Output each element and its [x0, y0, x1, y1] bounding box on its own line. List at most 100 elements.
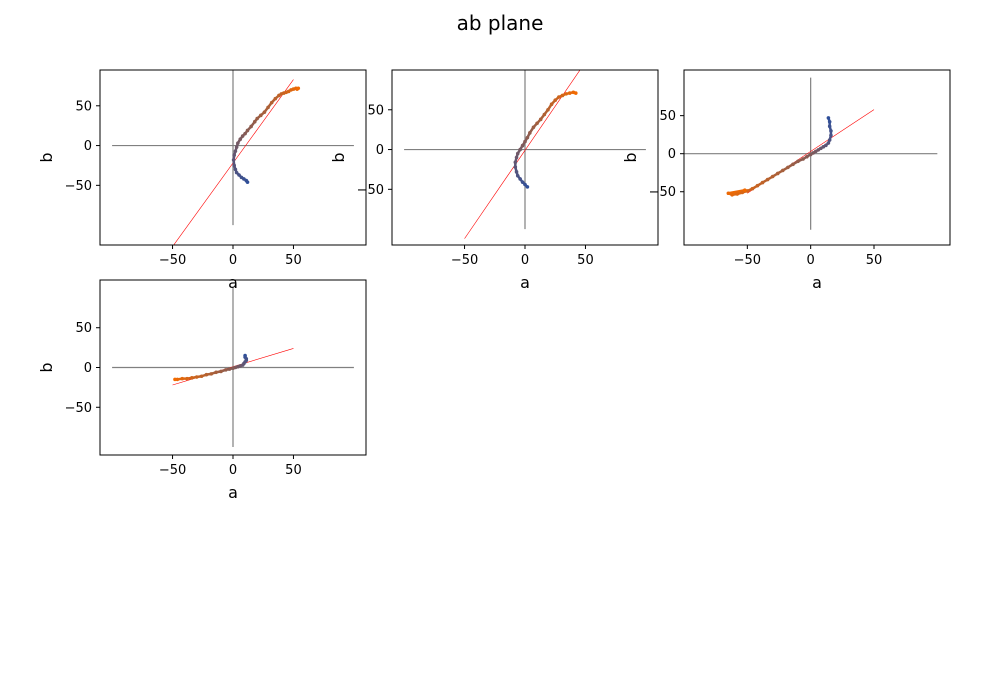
data-point — [743, 188, 747, 193]
x-tick-label: 50 — [285, 253, 302, 268]
plot-area — [112, 287, 354, 448]
x-tick-label: −50 — [451, 253, 478, 268]
x-tick-label: 50 — [577, 253, 594, 268]
data-point — [805, 154, 809, 159]
data-point — [542, 112, 547, 117]
x-tick-label: 50 — [285, 463, 302, 478]
x-tick-label: 0 — [229, 463, 237, 478]
data-point — [557, 95, 561, 99]
data-point — [262, 110, 267, 114]
axes-frame — [683, 69, 951, 246]
data-point — [249, 124, 253, 129]
x-tick-label: 0 — [229, 253, 237, 268]
y-tick-label: 0 — [376, 143, 384, 158]
data-point — [573, 91, 578, 95]
data-point — [245, 128, 250, 133]
data-point — [185, 376, 189, 381]
y-tick-label: 0 — [668, 147, 676, 162]
x-axis-label: a — [812, 273, 822, 292]
y-tick-label: −50 — [649, 185, 676, 200]
data-point — [760, 180, 765, 185]
y-axis-label: b — [621, 152, 640, 162]
data-point — [520, 180, 525, 184]
data-point — [243, 131, 247, 136]
plot-area — [684, 77, 938, 230]
data-point — [827, 138, 832, 142]
data-point — [231, 158, 236, 162]
x-tick-label: 0 — [807, 253, 815, 268]
data-point — [204, 372, 209, 377]
data-point — [238, 137, 243, 142]
y-tick-label: 0 — [84, 361, 92, 376]
data-point — [791, 162, 795, 167]
data-point — [194, 375, 199, 379]
data-point — [255, 116, 259, 121]
data-point — [808, 152, 813, 157]
data-point — [233, 167, 238, 172]
data-point — [726, 191, 731, 196]
data-point — [567, 91, 572, 95]
data-point — [829, 129, 833, 133]
data-point — [233, 149, 238, 153]
data-point — [765, 177, 770, 182]
subplot-3: −50 0 50 50 0 −50 a b — [621, 69, 951, 292]
data-point — [232, 153, 237, 157]
data-point — [564, 92, 568, 96]
y-axis-label: b — [37, 152, 56, 162]
data-point — [528, 131, 532, 135]
data-point — [236, 141, 240, 145]
data-point — [826, 141, 831, 145]
data-point — [523, 139, 527, 144]
data-point — [826, 116, 831, 120]
data-point — [237, 173, 241, 177]
data-point — [525, 135, 530, 140]
x-tick-label: 50 — [866, 253, 883, 268]
data-point — [223, 368, 228, 372]
data-point — [531, 125, 536, 130]
figure-title: ab plane — [457, 11, 544, 35]
x-tick-label: −50 — [734, 253, 761, 268]
data-point — [240, 134, 245, 138]
data-point — [515, 151, 520, 156]
data-point — [513, 160, 518, 165]
data-point — [730, 192, 734, 197]
data-point — [259, 113, 263, 118]
y-axis-label: b — [37, 362, 56, 372]
data-point — [209, 372, 214, 376]
y-axis-label: b — [329, 152, 348, 162]
fit-line — [464, 70, 581, 239]
data-point — [219, 369, 223, 374]
data-point — [770, 174, 775, 179]
data-point — [553, 98, 558, 103]
y-tick-label: 0 — [84, 139, 92, 154]
data-point — [518, 147, 522, 152]
data-point — [775, 171, 780, 176]
data-point — [549, 102, 554, 107]
data-point — [546, 107, 550, 112]
data-point — [560, 93, 565, 98]
data-point — [755, 183, 760, 188]
subplot-4: −50 0 50 50 0 −50 a b — [37, 279, 367, 502]
y-tick-label: −50 — [357, 183, 384, 198]
plot-area — [404, 70, 646, 239]
data-point — [523, 182, 527, 187]
data-point — [525, 185, 530, 189]
data-point — [514, 155, 519, 160]
data-point — [190, 376, 194, 380]
x-axis-label: a — [228, 273, 238, 292]
data-point — [535, 121, 539, 126]
data-point — [740, 190, 745, 195]
data-point — [750, 186, 755, 191]
data-point — [273, 96, 278, 101]
x-axis-label: a — [228, 483, 238, 502]
x-tick-label: −50 — [159, 463, 186, 478]
data-point — [252, 119, 257, 124]
y-tick-label: −50 — [65, 179, 92, 194]
data-point — [735, 192, 739, 196]
data-point — [781, 168, 785, 173]
data-point — [296, 86, 301, 91]
y-tick-label: 50 — [659, 109, 676, 124]
x-axis-label: a — [520, 273, 530, 292]
